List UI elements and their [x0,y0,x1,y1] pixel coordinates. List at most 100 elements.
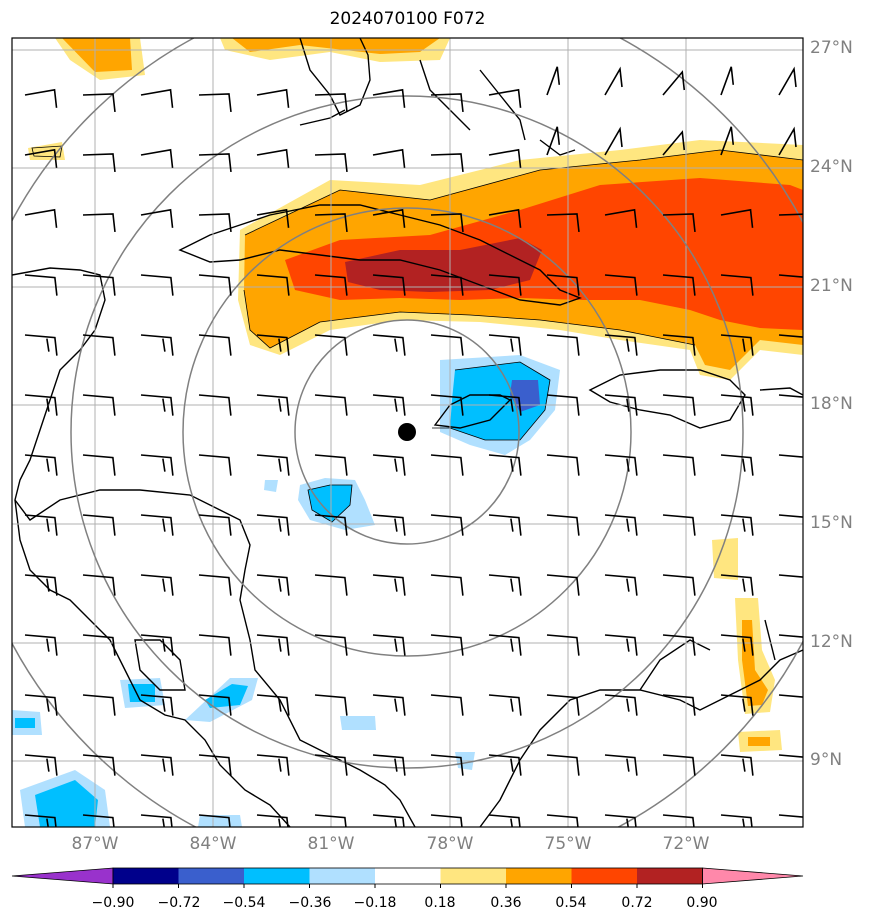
wind-barb [778,574,803,578]
wind-barb [488,754,522,776]
wind-barb [314,93,348,113]
wind-barb-flag [510,758,514,772]
colorbar-segment [637,868,703,884]
wind-barb-flag [742,518,746,532]
wind-barb [140,514,174,536]
wind-barb [140,574,174,596]
wind-barb-flag [510,398,514,412]
wind-barb [372,754,406,776]
lon-label: 84°W [189,834,237,854]
wind-barb [198,334,232,356]
wind-barb [198,514,232,536]
wind-barb [488,574,522,596]
wind-barb-flag [626,338,630,352]
wind-barb [314,574,348,596]
wind-barb [720,394,754,416]
wind-barb [546,213,580,233]
wind-barb [778,454,803,458]
wind-barb-flag [162,458,166,472]
wind-barb-flag [46,698,50,712]
wind-barb [604,574,638,596]
wind-barb [314,274,348,296]
colorbar-extend-low [11,867,114,885]
wind-barb [256,754,290,776]
wind-barb [720,814,753,827]
wind-barb-flag [626,698,630,712]
wind-barb [140,454,174,476]
wind-barb-flag [162,638,166,652]
wind-barb [430,574,464,596]
wind-barb [778,694,803,698]
wind-barb [372,334,406,356]
wind-barb [778,274,803,278]
wind-barb [604,394,638,416]
wind-barb [140,208,174,228]
colorbar-tick-label: −0.18 [353,895,397,911]
wind-barb [256,694,290,716]
wind-barb [82,454,116,476]
wind-barb [198,634,232,656]
wind-barb [82,334,116,356]
wind-barb [720,574,754,596]
wind-barb [488,514,522,536]
wind-barb [82,694,116,716]
wind-barb [372,514,406,536]
wind-barb [662,213,696,233]
wind-barb [778,334,803,338]
wind-barb [662,70,686,96]
wind-barb [430,213,464,233]
wind-barb [198,754,232,776]
wind-barb [372,88,406,108]
wind-barbs [24,66,803,827]
wind-barb [720,334,754,356]
colorbar [11,867,804,888]
wind-barb [662,334,696,356]
lon-label: 87°W [71,834,119,854]
wind-barb [720,634,754,656]
wind-barb [82,574,116,596]
lat-label: 9°N [810,750,843,770]
wind-barb-flag [394,338,398,352]
wind-barb [720,126,735,156]
wind-barb [778,394,803,398]
wind-barb [662,694,696,716]
wind-barb-flag [278,698,282,712]
wind-barb-flag [46,338,50,352]
wind-barb [198,274,232,296]
wind-barb-flag [742,758,746,772]
wind-barb [82,634,116,656]
wind-barb [198,213,232,233]
wind-barb [662,454,696,476]
wind-barb-flag [626,518,630,532]
wind-barb-flag [162,338,166,352]
wind-barb [140,694,174,716]
wind-barb [372,274,406,296]
wind-barb [140,394,174,416]
wind-barb-flag [742,638,746,652]
wind-barb [778,514,803,518]
wind-barb [662,754,696,776]
wind-barb [546,634,580,656]
wind-barb [314,213,348,233]
wind-barb [24,88,58,108]
wind-barb-flag [510,818,513,827]
wind-barb-flag [162,758,166,772]
wind-barb [314,514,348,536]
wind-barb [604,754,638,776]
wind-barb [82,754,116,776]
wind-barb-flag [46,818,49,827]
wind-barb [778,754,803,758]
wind-barb [198,153,232,173]
wind-barb [488,208,522,228]
wind-barb-flag [46,458,50,472]
wind-barb-flag [394,518,398,532]
wind-barb [430,694,464,716]
storm-center-dot [398,423,416,441]
wind-barb [82,274,116,296]
wind-barb [256,514,290,536]
wind-barb [430,394,464,416]
lat-label: 15°N [810,513,853,533]
lat-label: 12°N [810,632,853,652]
wind-barb [604,514,638,536]
